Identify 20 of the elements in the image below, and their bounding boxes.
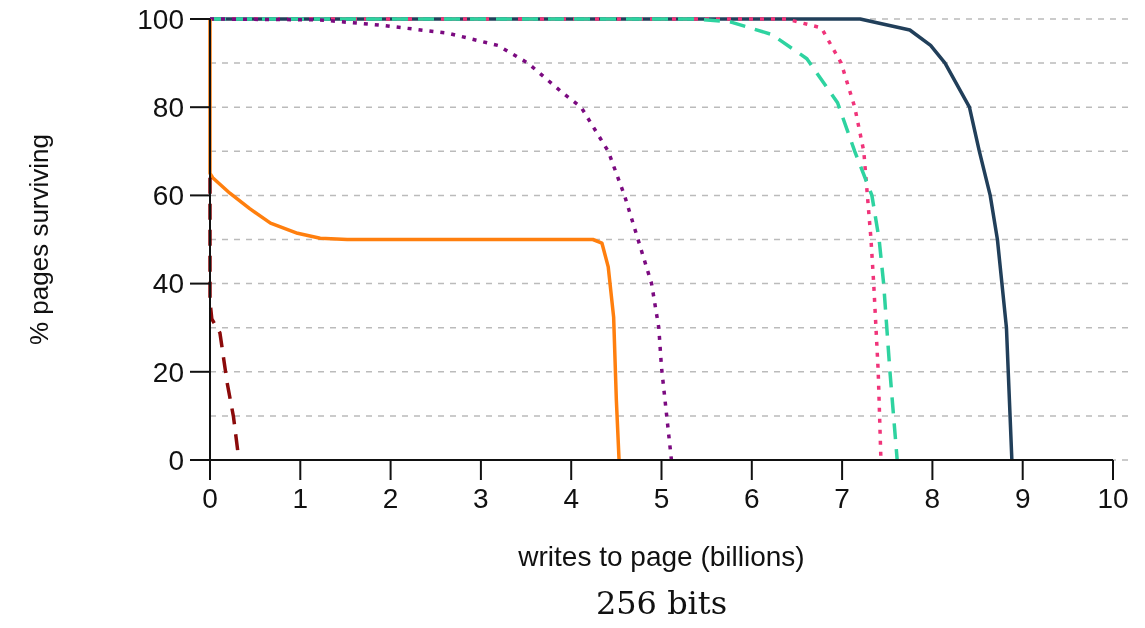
x-axis-title: writes to page (billions) [517, 541, 805, 572]
text: 256 bits [595, 584, 728, 622]
x-tick-label: 1 [292, 483, 309, 514]
x-tick-label: 7 [834, 483, 850, 514]
y-axis-title: % pages surviving [24, 134, 54, 345]
x-tick-label: 10 [1097, 483, 1129, 514]
x-tick-label: 6 [744, 483, 760, 514]
x-tick-label: 9 [1014, 483, 1031, 514]
y-tick-label: 20 [152, 356, 184, 388]
y-tick-label: 40 [152, 268, 184, 300]
x-tick-label: 5 [653, 483, 670, 514]
x-tick-label: 0 [202, 483, 218, 514]
x-tick-label: 3 [473, 483, 489, 514]
y-tick-label: 100 [137, 3, 184, 35]
y-tick-label: 60 [152, 180, 184, 212]
x-tick-label: 8 [924, 483, 941, 514]
y-tick-label: 0 [168, 444, 184, 476]
x-tick-label: 4 [563, 483, 579, 514]
y-tick-label: 80 [152, 92, 184, 123]
x-tick-label: 2 [382, 483, 399, 514]
